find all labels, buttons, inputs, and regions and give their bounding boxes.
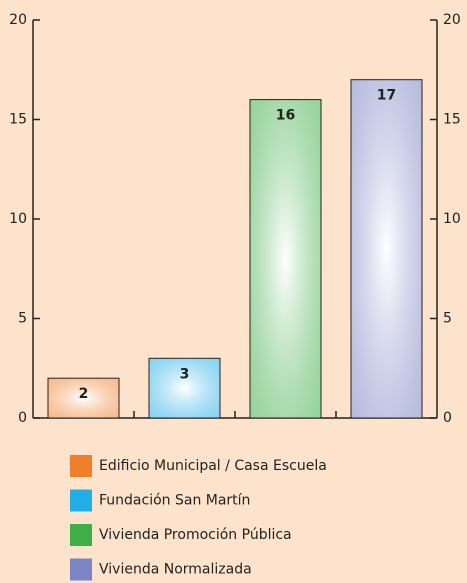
bar [148,357,221,419]
legend-swatch [70,455,92,477]
value-label: 16 [276,108,295,124]
legend-label: Fundación San Martín [99,493,250,509]
y-tick-label: 5 [18,311,27,327]
value-label: 3 [180,366,190,382]
y2-tick-label: 0 [443,410,452,426]
bar [47,377,120,419]
y2-tick-label: 10 [443,211,461,227]
legend-swatch [70,558,92,581]
y-tick-label: 10 [9,211,27,227]
legend-label: Vivienda Normalizada [99,562,252,578]
y2-tick-label: 20 [443,12,461,28]
bar [350,79,423,419]
value-label: 2 [79,386,89,402]
y-tick-label: 20 [9,12,27,28]
y2-tick-label: 15 [443,112,461,128]
legend-label: Edificio Municipal / Casa Escuela [99,458,327,474]
legend-swatch [70,524,92,546]
value-label: 17 [377,88,396,104]
legend-swatch [70,489,92,512]
legend-label: Vivienda Promoción Pública [99,527,292,543]
y-tick-label: 0 [18,410,27,426]
bar [249,99,322,419]
y-tick-label: 15 [9,112,27,128]
y2-tick-label: 5 [443,311,452,327]
